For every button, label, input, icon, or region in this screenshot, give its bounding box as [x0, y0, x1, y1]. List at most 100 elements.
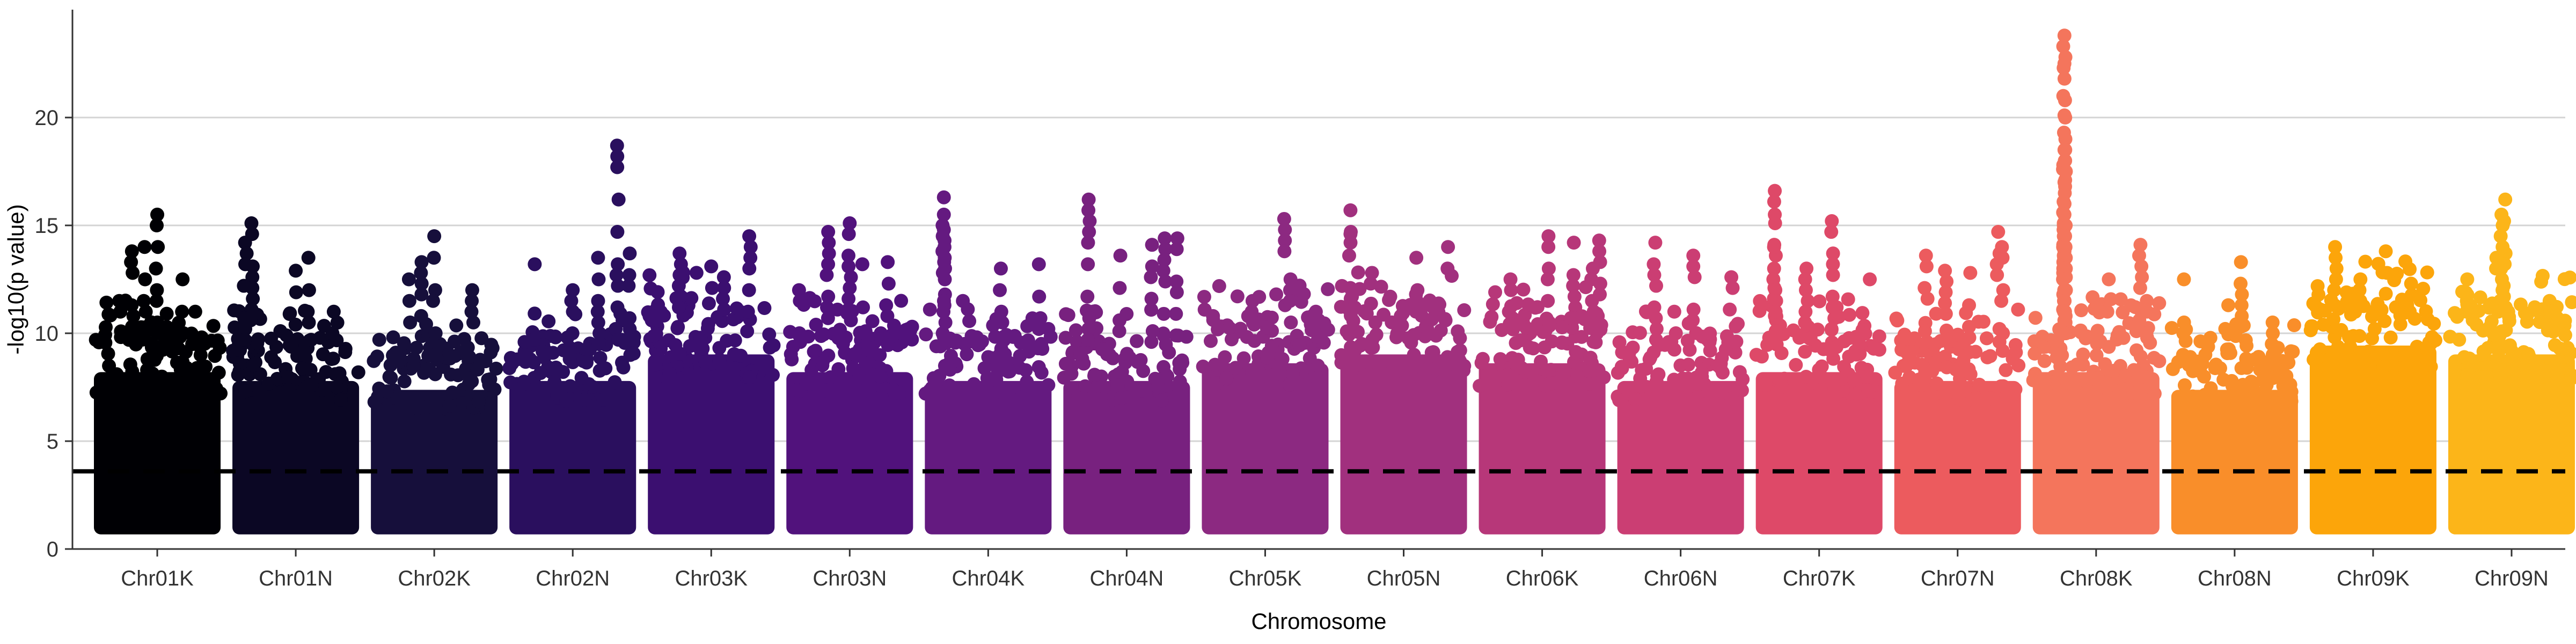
data-point [2058, 229, 2073, 244]
data-point [1541, 294, 1555, 308]
data-point [935, 229, 950, 244]
data-point [1069, 323, 1083, 338]
data-point [2225, 379, 2240, 393]
peak-point [1586, 261, 1600, 276]
data-point [705, 281, 719, 295]
x-tick-label-chr04k: Chr04K [952, 567, 1025, 590]
data-point [1995, 251, 2010, 265]
data-point [2008, 382, 2023, 397]
point-cloud [1063, 380, 1190, 535]
data-point [591, 315, 605, 330]
point-cloud [1340, 354, 1467, 535]
peak-point [2177, 272, 2191, 287]
data-point [2213, 361, 2227, 376]
data-point [1799, 370, 1813, 384]
data-point [1417, 366, 1432, 380]
data-point [2552, 341, 2567, 356]
data-point [1283, 377, 1297, 392]
peak-point [188, 304, 202, 319]
data-point [1012, 361, 1027, 375]
data-point [844, 270, 858, 284]
data-point [1264, 339, 1279, 353]
data-point [1585, 294, 1599, 308]
data-point [1651, 367, 1666, 382]
peak-point [1031, 257, 1046, 272]
peak-point [2057, 56, 2072, 71]
data-point [649, 327, 663, 341]
data-point [2265, 337, 2279, 352]
peak-point [1441, 240, 1455, 254]
data-point [701, 296, 716, 311]
data-point [712, 353, 727, 367]
data-point [1136, 364, 1151, 378]
data-point [2539, 364, 2553, 379]
data-point [302, 315, 316, 330]
data-point [865, 367, 880, 382]
data-point [2377, 314, 2392, 328]
data-point [1321, 323, 1335, 337]
data-point [2112, 384, 2127, 398]
data-point [993, 283, 1007, 297]
peak-point [1724, 270, 1739, 284]
peak-point [1567, 236, 1581, 250]
data-point [994, 304, 1008, 319]
data-point [1646, 257, 1661, 272]
data-point [1951, 391, 1966, 406]
chromosome-group-chr09k [2303, 240, 2442, 535]
data-point [2419, 304, 2433, 319]
data-point [2494, 272, 2509, 287]
peak-point [623, 246, 637, 261]
data-point [1725, 281, 1740, 295]
data-point [131, 379, 146, 393]
data-point [2234, 298, 2249, 312]
data-point [596, 392, 611, 407]
data-point [1570, 369, 1585, 383]
data-point [1668, 326, 1683, 340]
data-point [1929, 306, 1943, 321]
data-point [2376, 360, 2391, 374]
data-point [1114, 391, 1128, 405]
data-point [821, 289, 836, 304]
data-point [2057, 294, 2072, 308]
peak-point [1308, 304, 1323, 319]
data-point [611, 257, 625, 272]
data-point [1362, 367, 1377, 382]
data-point [2085, 290, 2100, 304]
data-point [936, 294, 951, 308]
data-point [821, 257, 836, 272]
data-point [668, 338, 683, 352]
data-point [698, 355, 713, 369]
data-point [1951, 327, 1965, 342]
data-point [616, 360, 631, 375]
data-point [2076, 357, 2090, 372]
data-point [397, 336, 411, 350]
data-point [741, 304, 755, 319]
data-point [1569, 345, 1583, 359]
data-point [179, 345, 193, 360]
data-point [1825, 289, 1840, 304]
data-point [1275, 352, 1290, 367]
data-point [2352, 329, 2367, 343]
data-point [473, 353, 487, 367]
data-point [2502, 338, 2517, 353]
data-point [1801, 294, 1815, 308]
x-tick-label-chr09n: Chr09N [2475, 567, 2549, 590]
data-point [1826, 257, 1840, 272]
data-point [608, 375, 622, 390]
data-point [1130, 334, 1144, 348]
data-point [841, 291, 856, 306]
data-point [1634, 379, 1649, 393]
data-point [1222, 320, 1236, 335]
data-point [1853, 329, 1867, 343]
peak-point [244, 216, 259, 230]
data-point [2492, 363, 2506, 377]
data-point [1918, 281, 1932, 295]
data-point [881, 338, 895, 353]
data-point [2307, 352, 2321, 367]
peak-point [956, 294, 970, 308]
data-point [533, 366, 548, 380]
x-tick-label-chr09k: Chr09K [2337, 567, 2410, 590]
data-point [622, 333, 636, 347]
peak-point [2234, 255, 2248, 269]
data-point [1197, 290, 1211, 304]
